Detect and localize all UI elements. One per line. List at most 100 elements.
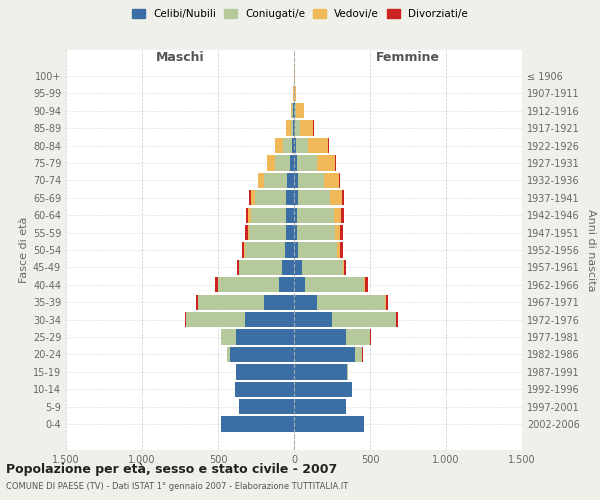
Bar [294, 156, 297, 170]
Legend: Celibi/Nubili, Coniugati/e, Vedovi/e, Divorziati/e: Celibi/Nubili, Coniugati/e, Vedovi/e, Di… [128, 5, 472, 24]
Bar [246, 208, 248, 223]
Bar [286, 120, 290, 136]
Bar [286, 208, 294, 223]
Y-axis label: Fasce di età: Fasce di età [19, 217, 29, 283]
Bar [305, 277, 364, 292]
Bar [293, 120, 294, 136]
Bar [330, 190, 342, 206]
Bar [258, 172, 265, 188]
Bar [249, 225, 286, 240]
Bar [396, 312, 398, 328]
Bar [294, 242, 298, 258]
Bar [298, 242, 337, 258]
Bar [235, 382, 294, 397]
Bar [339, 172, 340, 188]
Bar [236, 364, 294, 380]
Bar [297, 225, 335, 240]
Bar [230, 347, 294, 362]
Bar [294, 294, 317, 310]
Bar [250, 190, 251, 206]
Bar [242, 242, 244, 258]
Bar [239, 399, 294, 414]
Bar [275, 156, 290, 170]
Bar [385, 294, 386, 310]
Bar [332, 312, 396, 328]
Bar [185, 312, 186, 328]
Bar [295, 120, 300, 136]
Bar [286, 190, 294, 206]
Bar [268, 156, 275, 170]
Bar [302, 260, 343, 275]
Bar [294, 277, 305, 292]
Bar [294, 399, 346, 414]
Bar [186, 312, 245, 328]
Bar [335, 225, 340, 240]
Bar [255, 190, 286, 206]
Bar [215, 277, 218, 292]
Bar [285, 242, 294, 258]
Bar [251, 190, 255, 206]
Bar [294, 172, 298, 188]
Text: Femmine: Femmine [376, 50, 440, 64]
Bar [198, 294, 263, 310]
Bar [308, 138, 328, 153]
Bar [300, 120, 313, 136]
Bar [294, 382, 352, 397]
Text: Maschi: Maschi [155, 50, 205, 64]
Bar [248, 225, 249, 240]
Bar [295, 86, 296, 101]
Bar [298, 172, 323, 188]
Bar [236, 330, 294, 344]
Bar [328, 138, 329, 153]
Y-axis label: Anni di nascita: Anni di nascita [586, 209, 596, 291]
Bar [245, 225, 248, 240]
Bar [355, 347, 362, 362]
Bar [283, 138, 292, 153]
Bar [341, 208, 344, 223]
Bar [275, 138, 283, 153]
Bar [323, 172, 339, 188]
Bar [298, 190, 330, 206]
Bar [292, 138, 294, 153]
Bar [342, 190, 344, 206]
Bar [293, 103, 294, 118]
Bar [294, 120, 295, 136]
Bar [294, 312, 332, 328]
Bar [343, 260, 344, 275]
Bar [335, 156, 336, 170]
Bar [286, 225, 294, 240]
Bar [296, 138, 308, 153]
Bar [218, 277, 279, 292]
Bar [279, 277, 294, 292]
Text: Popolazione per età, sesso e stato civile - 2007: Popolazione per età, sesso e stato civil… [6, 462, 337, 475]
Bar [296, 103, 304, 118]
Bar [346, 330, 370, 344]
Bar [292, 103, 293, 118]
Bar [317, 156, 335, 170]
Bar [386, 294, 388, 310]
Bar [265, 172, 287, 188]
Bar [221, 330, 236, 344]
Bar [245, 312, 294, 328]
Bar [317, 294, 385, 310]
Bar [297, 208, 334, 223]
Bar [221, 416, 294, 432]
Bar [244, 242, 245, 258]
Bar [294, 260, 302, 275]
Bar [239, 260, 282, 275]
Bar [263, 294, 294, 310]
Bar [365, 277, 368, 292]
Bar [297, 156, 317, 170]
Bar [340, 225, 343, 240]
Bar [334, 208, 341, 223]
Bar [248, 208, 251, 223]
Bar [282, 260, 294, 275]
Bar [294, 103, 295, 118]
Bar [294, 138, 296, 153]
Bar [364, 277, 365, 292]
Bar [337, 242, 340, 258]
Bar [290, 120, 293, 136]
Bar [294, 416, 364, 432]
Bar [237, 260, 239, 275]
Bar [294, 330, 346, 344]
